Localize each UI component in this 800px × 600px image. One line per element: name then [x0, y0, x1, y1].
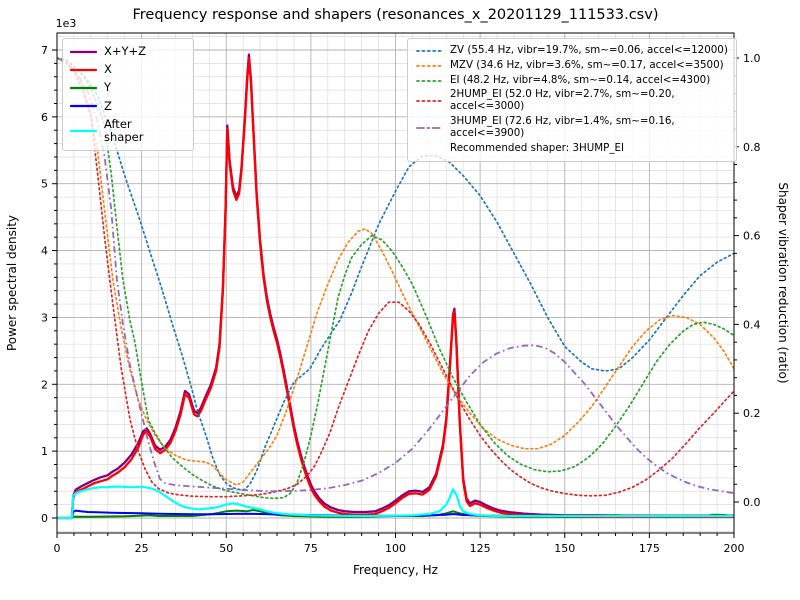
legend-label: X+Y+Z	[104, 44, 147, 58]
svg-text:1.0: 1.0	[743, 52, 761, 65]
svg-text:2: 2	[41, 378, 48, 391]
y-left-axis-label: Power spectral density	[5, 215, 19, 351]
svg-text:50: 50	[219, 542, 233, 555]
svg-text:175: 175	[639, 542, 660, 555]
recommended-shaper-text: Recommended shaper: 3HUMP_EI	[450, 141, 625, 154]
svg-text:5: 5	[41, 178, 48, 191]
legend-psd: X+Y+Z X Y Z After shaper	[62, 38, 194, 152]
svg-text:25: 25	[135, 542, 149, 555]
svg-text:200: 200	[724, 542, 745, 555]
legend-line-sample-2hump-ei	[416, 100, 443, 103]
svg-text:0.8: 0.8	[743, 141, 761, 154]
legend-item-2hump-ei: 2HUMP_EI (52.0 Hz, vibr=2.7%, sm~=0.20, …	[416, 89, 728, 113]
legend-label: 2HUMP_EI (52.0 Hz, vibr=2.7%, sm~=0.20, …	[450, 88, 675, 113]
legend-item-ei: EI (48.2 Hz, vibr=4.8%, sm~=0.14, accel<…	[416, 73, 728, 87]
legend-item-z: Z	[70, 98, 186, 113]
legend-item-xyz: X+Y+Z	[70, 44, 186, 58]
legend-item-mzv: MZV (34.6 Hz, vibr=3.6%, sm~=0.17, accel…	[416, 58, 728, 72]
legend-line-sample-xyz	[70, 50, 97, 53]
legend-item-y: Y	[70, 81, 186, 94]
legend-shapers: ZV (55.4 Hz, vibr=19.7%, sm~=0.06, accel…	[407, 38, 737, 162]
legend-line-sample-ei	[416, 79, 443, 82]
legend-label: EI (48.2 Hz, vibr=4.8%, sm~=0.14, accel<…	[450, 73, 711, 86]
svg-text:0: 0	[54, 542, 61, 555]
chart-title: Frequency response and shapers (resonanc…	[132, 7, 659, 23]
svg-text:3: 3	[41, 311, 48, 324]
y-left-offset-text: 1e3	[56, 17, 77, 30]
svg-text:0.0: 0.0	[743, 496, 761, 509]
legend-line-sample-zv	[416, 50, 443, 52]
legend-line-sample-z	[70, 105, 97, 108]
svg-text:125: 125	[470, 542, 491, 555]
legend-label: Z	[104, 98, 112, 113]
svg-text:6: 6	[41, 111, 48, 124]
svg-text:150: 150	[554, 542, 575, 555]
legend-recommended-shaper: Recommended shaper: 3HUMP_EI	[416, 141, 728, 155]
legend-label: ZV (55.4 Hz, vibr=19.7%, sm~=0.06, accel…	[450, 44, 728, 56]
legend-line-sample-3hump-ei	[416, 127, 443, 129]
svg-text:0.6: 0.6	[743, 230, 761, 243]
legend-label: 3HUMP_EI (72.6 Hz, vibr=1.4%, sm~=0.16, …	[450, 115, 675, 139]
svg-text:0.2: 0.2	[743, 407, 761, 420]
svg-text:7: 7	[41, 44, 48, 57]
legend-line-sample-y	[70, 86, 97, 90]
legend-item-x: X	[70, 62, 186, 77]
legend-label: X	[104, 62, 112, 77]
legend-item-3hump-ei: 3HUMP_EI (72.6 Hz, vibr=1.4%, sm~=0.16, …	[416, 115, 728, 140]
legend-line-sample-after-shaper	[70, 129, 97, 133]
legend-line-sample-mzv	[416, 64, 443, 67]
legend-item-zv: ZV (55.4 Hz, vibr=19.7%, sm~=0.06, accel…	[416, 44, 728, 57]
legend-label: After shaper	[104, 116, 144, 145]
legend-label: Y	[104, 80, 112, 95]
legend-line-sample-x	[70, 68, 97, 71]
svg-text:1: 1	[41, 445, 48, 458]
legend-label: MZV (34.6 Hz, vibr=3.6%, sm~=0.17, accel…	[450, 58, 724, 71]
svg-text:0: 0	[41, 512, 48, 525]
y-right-axis-label: Shaper vibration reduction (ratio)	[776, 182, 790, 383]
svg-text:75: 75	[304, 542, 318, 555]
svg-text:4: 4	[41, 245, 48, 258]
x-axis-label: Frequency, Hz	[353, 563, 438, 577]
svg-text:100: 100	[385, 542, 406, 555]
legend-item-after-shaper: After shaper	[70, 116, 186, 145]
svg-text:0.4: 0.4	[743, 318, 761, 331]
